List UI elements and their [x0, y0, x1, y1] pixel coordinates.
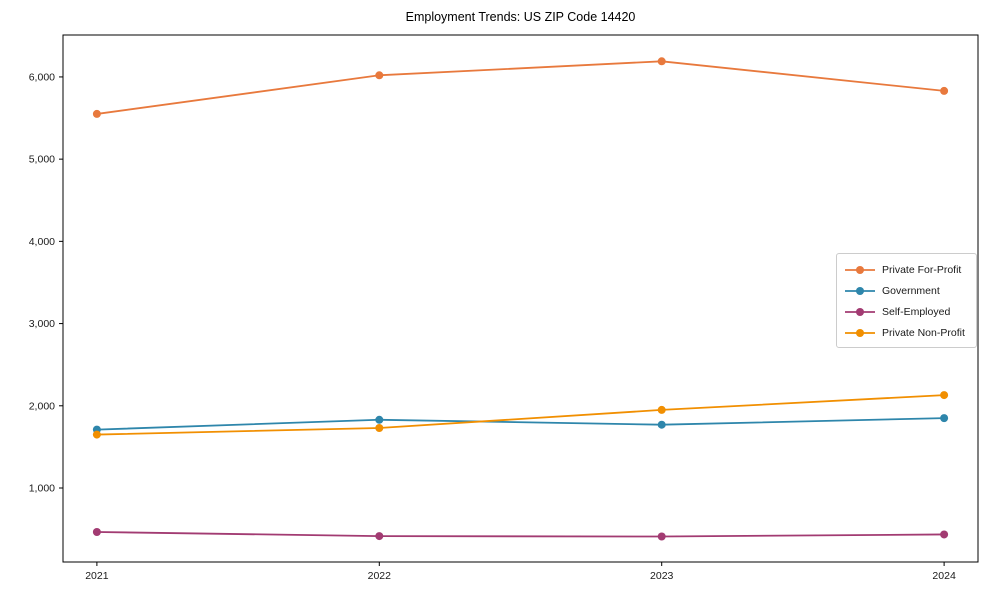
marker-government-2022 [375, 415, 384, 424]
x-tick-label: 2021 [85, 570, 109, 582]
chart-title: Employment Trends: US ZIP Code 14420 [405, 10, 636, 24]
legend-line-sample-icon [845, 286, 875, 295]
y-tick-label: 4,000 [29, 236, 55, 248]
x-tick-label: 2023 [650, 570, 674, 582]
y-tick-label: 3,000 [29, 318, 55, 330]
marker-self-employed-2024 [940, 530, 949, 539]
legend-item-private-for-profit: Private For-Profit [844, 259, 969, 280]
legend-line-sample-icon [845, 307, 875, 316]
legend-label: Self-Employed [882, 305, 951, 318]
line-government [96, 417, 945, 431]
marker-self-employed-2021 [92, 527, 101, 536]
legend-label: Government [882, 284, 940, 297]
legend-label: Private For-Profit [882, 263, 962, 276]
line-private-for-profit [96, 60, 945, 115]
legend-line-sample-icon [845, 328, 875, 337]
marker-private-for-profit-2023 [657, 57, 666, 66]
marker-self-employed-2023 [657, 532, 666, 541]
marker-private-for-profit-2024 [940, 86, 949, 95]
legend: Private For-Profit Government Self-Employe… [836, 253, 977, 348]
x-tick-label: 2024 [932, 570, 956, 582]
marker-private-for-profit-2022 [375, 71, 384, 80]
legend-item-government: Government [844, 280, 969, 301]
line-self-employed [96, 531, 945, 538]
marker-private-non-profit-2023 [657, 405, 666, 414]
legend-item-private-non-profit: Private Non-Profit [844, 322, 969, 343]
plot-border [62, 34, 979, 563]
y-tick-label: 1,000 [29, 483, 55, 495]
marker-government-2023 [657, 420, 666, 429]
legend-label: Private Non-Profit [882, 326, 965, 339]
marker-private-non-profit-2024 [940, 391, 949, 400]
marker-private-non-profit-2021 [92, 430, 101, 439]
y-tick-label: 6,000 [29, 71, 55, 83]
y-tick-label: 2,000 [29, 400, 55, 412]
marker-private-non-profit-2022 [375, 423, 384, 432]
line-private-non-profit [96, 394, 945, 436]
x-tick-label: 2022 [368, 570, 392, 582]
legend-line-sample-icon [845, 265, 875, 274]
marker-self-employed-2022 [375, 532, 384, 541]
y-tick-label: 5,000 [29, 154, 55, 166]
marker-private-for-profit-2021 [92, 109, 101, 118]
marker-government-2024 [940, 414, 949, 423]
legend-item-self-employed: Self-Employed [844, 301, 969, 322]
